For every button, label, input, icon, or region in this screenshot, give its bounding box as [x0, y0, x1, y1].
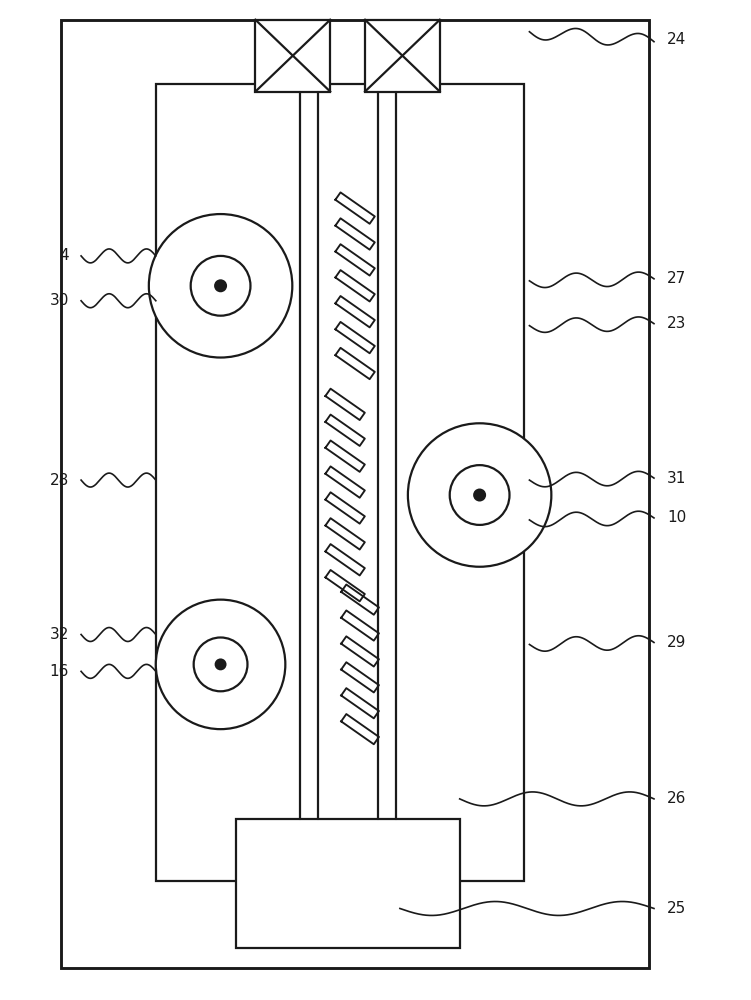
Text: 4: 4 [59, 248, 69, 263]
Bar [236, 819, 460, 948]
Bar [255, 20, 330, 92]
Bar [155, 84, 524, 881]
Circle shape [216, 660, 225, 669]
Text: 16: 16 [50, 664, 69, 679]
Text: 25: 25 [667, 901, 686, 916]
Text: 28: 28 [50, 473, 69, 488]
Circle shape [408, 423, 551, 567]
Circle shape [194, 637, 248, 691]
Circle shape [191, 256, 251, 316]
Text: 29: 29 [667, 635, 686, 650]
Text: 31: 31 [667, 471, 686, 486]
Text: 32: 32 [50, 627, 69, 642]
Circle shape [155, 600, 285, 729]
Circle shape [216, 280, 226, 291]
Text: 10: 10 [667, 510, 686, 525]
Text: 24: 24 [667, 32, 686, 47]
Text: 26: 26 [667, 791, 686, 806]
Text: 23: 23 [667, 316, 686, 331]
Circle shape [474, 490, 485, 500]
Circle shape [149, 214, 292, 358]
Text: 30: 30 [50, 293, 69, 308]
Bar [61, 20, 649, 968]
Text: 27: 27 [667, 271, 686, 286]
Circle shape [450, 465, 509, 525]
Bar [365, 20, 440, 92]
